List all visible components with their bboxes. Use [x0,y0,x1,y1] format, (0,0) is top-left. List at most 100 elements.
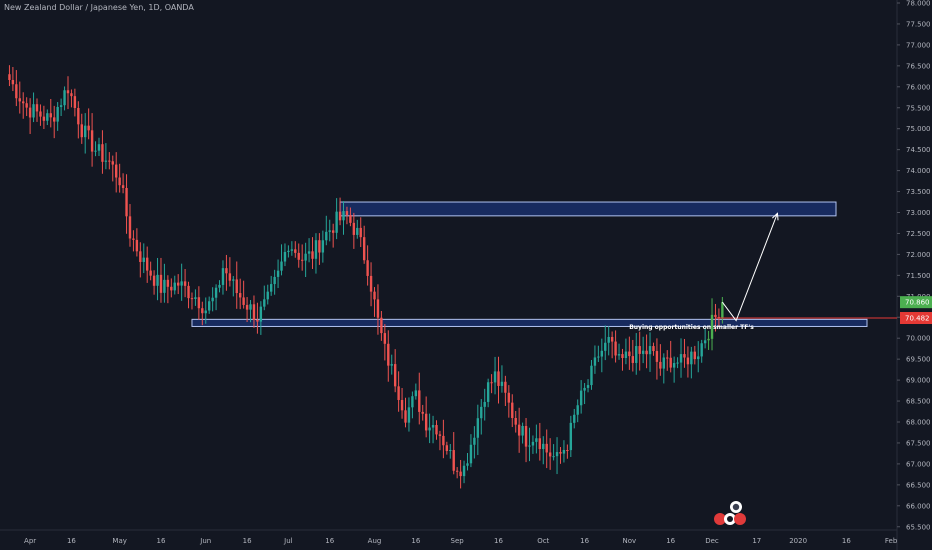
candle [259,301,263,335]
candle [283,243,287,267]
candle [87,108,90,140]
candle [314,233,318,274]
candle [597,345,600,362]
candle-body [66,90,70,94]
candle-body [466,463,469,466]
candle [194,289,197,306]
candle [690,346,693,379]
candle-body [686,357,690,365]
candle [407,397,411,432]
candle-body [555,452,559,457]
candle [42,105,46,129]
candle-body [132,238,135,240]
candle [672,356,676,383]
candle-body [139,251,142,262]
supply-zone[interactable] [339,201,837,217]
candles-layer [8,65,724,489]
candle [387,330,390,382]
price-tick-label: 67.000 [906,460,931,468]
candle-body [538,438,542,450]
candle-body [710,314,714,339]
candle-body [152,275,156,286]
candle-body [521,425,524,436]
candle-body [35,104,39,112]
price-tick-label: 72.000 [906,251,931,259]
candle [624,338,628,365]
candle-body [593,357,597,366]
candle [404,397,407,428]
time-axis[interactable]: Apr 16 May 16 Jun 16 Jul 16 Aug 16 Sep 16 Oct 16 Nov 16… [24,537,898,545]
price-tick-label: 75.000 [906,125,931,133]
candle [459,459,462,489]
candle-body [87,125,90,131]
candle [197,286,201,320]
candle [152,270,156,295]
candle-body [721,302,724,319]
candle-body [8,74,11,80]
candle [111,155,114,182]
candle-body [97,144,101,151]
candle [545,429,548,469]
price-axis[interactable]: 78.000 77.500 77.000 76.500 76.000 75.500 75.0… [897,0,932,531]
candle-body [325,231,328,241]
candle-body [404,410,407,423]
candle [552,444,555,461]
candle-body [366,260,369,276]
candle-body [586,385,590,388]
candle-body [342,211,345,221]
candle-body [573,414,576,423]
candle [49,98,52,128]
candle [700,339,703,363]
candle [321,230,325,263]
candle-body [53,117,56,122]
price-tick-label: 77.000 [906,41,931,49]
candle-body [180,281,183,286]
candle [610,331,614,359]
candle-body [135,239,139,252]
candle [576,399,579,423]
time-tick-label: Jun [199,537,211,545]
price-tick-label: 74.000 [906,167,931,175]
price-tick-label: 68.000 [906,419,931,427]
annotation-text: Buying opportunities on smaller TF's [629,324,754,331]
candle [449,444,452,459]
candle-body [335,211,338,233]
time-tick-label: 16 [411,537,420,545]
time-tick-label: May [112,537,126,545]
candle [493,356,497,395]
demand-zone[interactable] [191,318,868,327]
candle [607,326,610,356]
candle [511,394,514,428]
time-tick-label: 16 [666,537,675,545]
candle [121,173,125,194]
candle-body [142,257,145,262]
candle [476,404,480,456]
candle-body [383,333,387,344]
candle [170,278,173,298]
candle [569,415,573,458]
candle [500,365,504,393]
price-tick-label: 73.500 [906,188,931,196]
candle [445,441,449,455]
candle-body [359,227,362,238]
candle [325,215,328,246]
candle-body [204,310,207,314]
candle [190,292,194,310]
candle-body [569,422,573,451]
candle-body [149,270,152,276]
candle [300,244,304,271]
candle [118,163,121,193]
candle-body [70,93,73,97]
candle [638,331,641,371]
candle-body [566,450,569,452]
time-tick-label: 17 [752,537,761,545]
candle [548,438,552,470]
candle [39,104,42,126]
symbol-title[interactable]: New Zealand Dollar / Japanese Yen, 1D, O… [4,3,194,12]
candle [108,152,111,170]
price-tick-label: 72.500 [906,230,931,238]
candle-body [552,456,555,458]
candle [328,219,331,242]
candle [424,396,428,438]
